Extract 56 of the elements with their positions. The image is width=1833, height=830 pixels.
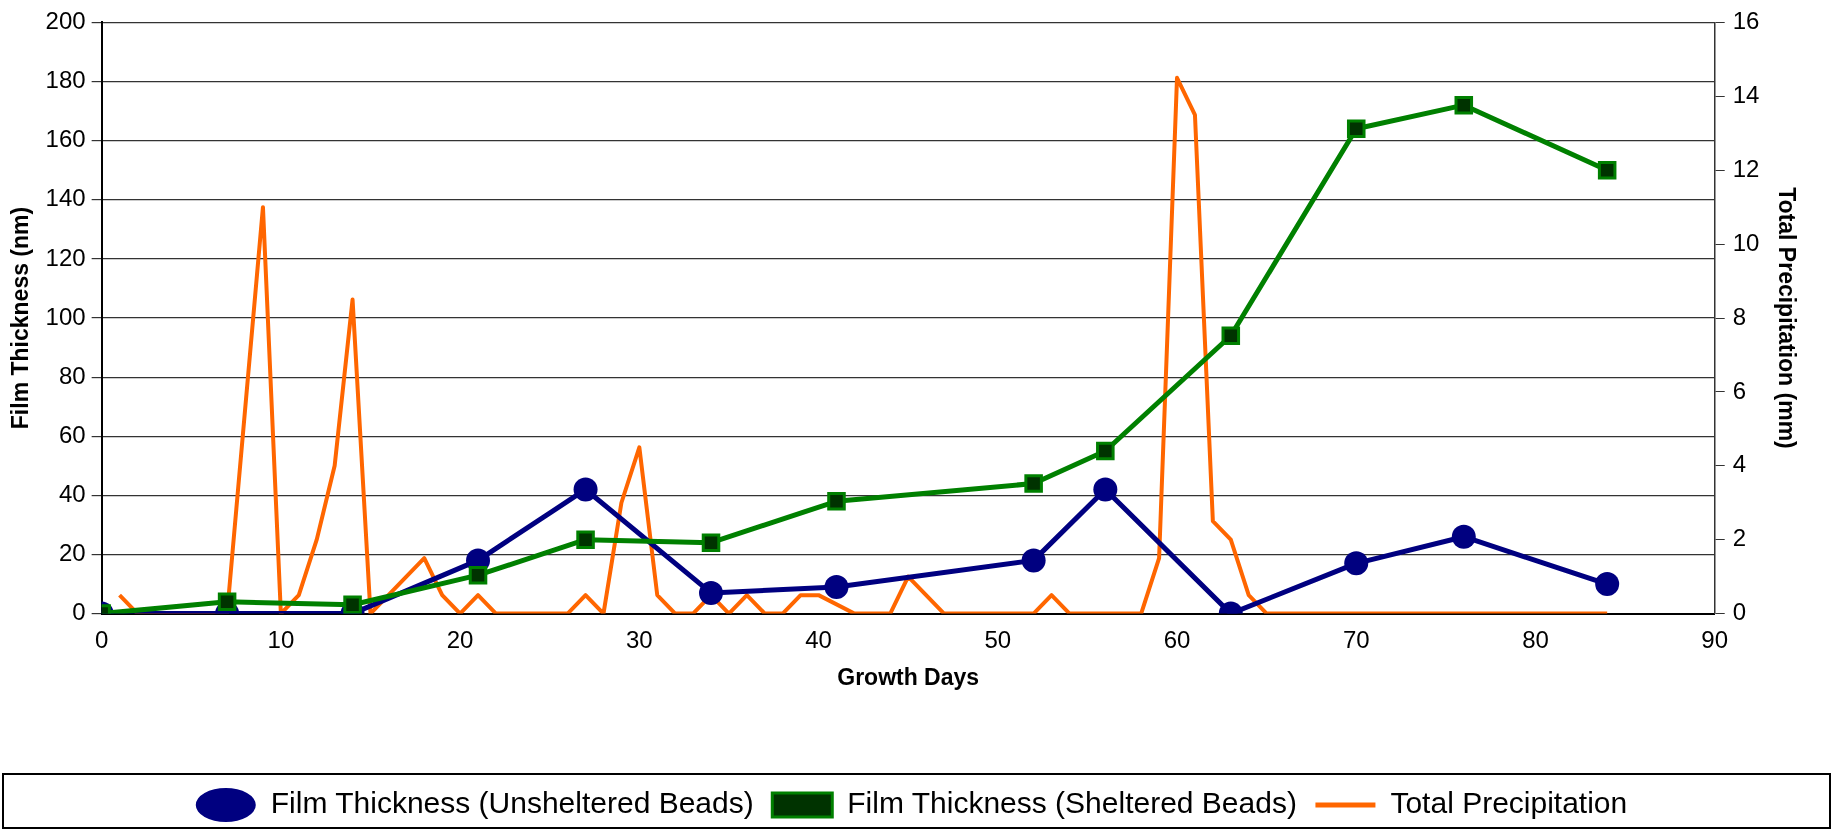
point <box>1096 441 1115 461</box>
y2-tick-label: 10 <box>1732 228 1760 256</box>
y-tick-label: 100 <box>45 302 86 330</box>
point <box>1021 548 1046 573</box>
y2-tick-label: 0 <box>1732 598 1747 626</box>
legend-label: Total Precipitation <box>1390 786 1628 820</box>
x-tick-label: 70 <box>1342 625 1370 653</box>
point <box>1451 524 1476 549</box>
y2-tick-label: 6 <box>1732 376 1747 404</box>
y2-tick-label: 16 <box>1732 7 1760 35</box>
x-tick-label: 0 <box>94 625 109 653</box>
y-tick-label: 140 <box>45 184 86 212</box>
point <box>699 580 724 605</box>
x-tick-label: 20 <box>446 625 474 653</box>
y2-tick-label: 14 <box>1732 80 1760 108</box>
point <box>468 565 488 585</box>
point <box>1093 477 1118 502</box>
point <box>1221 326 1241 346</box>
x-tick-label: 50 <box>984 625 1012 653</box>
y-tick-label: 60 <box>58 420 86 448</box>
y2-tick-label: 12 <box>1732 154 1760 182</box>
point <box>827 491 846 511</box>
y-tick-label: 160 <box>45 125 86 153</box>
point <box>1024 474 1043 493</box>
y-tick-label: 80 <box>58 361 86 389</box>
point <box>1454 95 1474 115</box>
point <box>576 530 595 549</box>
y2-tick-label: 8 <box>1732 302 1747 330</box>
y-tick-label: 200 <box>45 7 86 35</box>
x-tick-label: 80 <box>1522 625 1549 653</box>
y-tick-label: 20 <box>58 539 86 567</box>
y2-axis-title: Total Precipitation (mm) <box>1773 187 1800 449</box>
legend-label: Film Thickness (Unsheltered Beads) <box>270 786 754 820</box>
point <box>1346 119 1366 139</box>
y2-tick-label: 4 <box>1732 450 1747 478</box>
x-tick-label: 60 <box>1163 625 1191 653</box>
point <box>343 595 362 614</box>
point <box>1597 160 1617 180</box>
y2-tick-label: 2 <box>1732 524 1747 552</box>
y-axis-title: Film Thickness (nm) <box>7 206 34 430</box>
point <box>824 575 849 599</box>
y-tick-label: 0 <box>72 598 86 626</box>
x-tick-label: 10 <box>267 625 295 653</box>
x-axis-title: Growth Days <box>837 663 980 690</box>
x-tick-label: 40 <box>805 625 832 653</box>
point <box>701 533 721 552</box>
legend-label: Film Thickness (Sheltered Beads) <box>847 786 1297 820</box>
x-tick-label: 90 <box>1701 625 1729 653</box>
y-tick-label: 120 <box>45 243 86 271</box>
y-tick-label: 40 <box>58 479 86 507</box>
x-tick-label: 30 <box>625 625 653 653</box>
point <box>573 477 598 502</box>
point <box>217 592 237 612</box>
y-tick-label: 180 <box>45 66 86 94</box>
point <box>1344 551 1369 576</box>
point <box>1595 572 1620 597</box>
